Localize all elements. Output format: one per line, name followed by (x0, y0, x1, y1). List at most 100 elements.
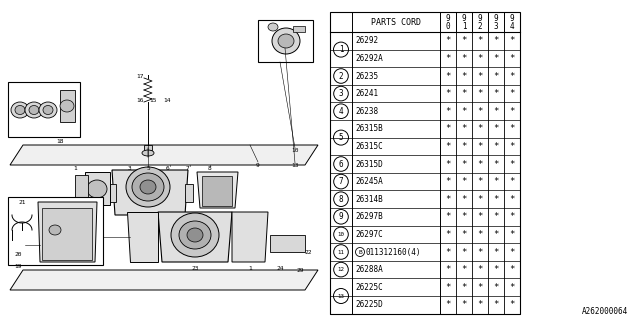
Text: *: * (445, 159, 451, 169)
Ellipse shape (15, 106, 25, 115)
Bar (108, 184, 116, 202)
Text: *: * (461, 71, 467, 81)
Text: 9: 9 (461, 14, 467, 23)
Polygon shape (85, 172, 110, 205)
Text: *: * (509, 71, 515, 81)
Polygon shape (10, 270, 318, 290)
Text: 2: 2 (339, 71, 343, 81)
Text: 26297C: 26297C (355, 230, 383, 239)
Text: *: * (445, 265, 451, 274)
Text: 9: 9 (339, 212, 343, 221)
Text: *: * (477, 54, 483, 63)
Text: *: * (461, 159, 467, 169)
Text: 6: 6 (166, 165, 170, 171)
Ellipse shape (187, 228, 203, 242)
Text: 21: 21 (19, 199, 26, 204)
Bar (185, 184, 193, 202)
Text: *: * (445, 36, 451, 45)
Text: 29: 29 (296, 268, 304, 273)
Text: 26314B: 26314B (355, 195, 383, 204)
Text: 26241: 26241 (355, 89, 378, 98)
Text: *: * (445, 89, 451, 98)
Text: *: * (445, 107, 451, 116)
Text: *: * (445, 283, 451, 292)
Text: *: * (477, 230, 483, 239)
Text: *: * (445, 124, 451, 133)
Text: *: * (477, 36, 483, 45)
Polygon shape (75, 175, 88, 202)
Text: *: * (509, 247, 515, 257)
Text: *: * (461, 54, 467, 63)
Bar (330, 12, 520, 314)
Bar (42, 208, 92, 260)
Text: *: * (509, 177, 515, 186)
Text: *: * (445, 142, 451, 151)
Text: *: * (477, 247, 483, 257)
Ellipse shape (126, 167, 170, 207)
Text: 9: 9 (477, 14, 483, 23)
Text: 3: 3 (128, 165, 132, 171)
Text: *: * (509, 107, 515, 116)
Ellipse shape (140, 180, 156, 194)
Text: *: * (445, 212, 451, 221)
Text: *: * (477, 283, 483, 292)
Text: 9: 9 (509, 14, 515, 23)
Text: 14: 14 (163, 98, 171, 102)
Ellipse shape (29, 106, 39, 115)
Text: 1: 1 (461, 22, 467, 31)
Ellipse shape (39, 102, 57, 118)
Text: 8: 8 (339, 195, 343, 204)
Ellipse shape (272, 28, 300, 54)
Text: 26238: 26238 (355, 107, 378, 116)
Text: 5: 5 (339, 133, 343, 142)
Text: 13: 13 (337, 293, 344, 299)
Text: *: * (477, 300, 483, 309)
Polygon shape (197, 172, 238, 208)
Text: *: * (445, 71, 451, 81)
Text: 4: 4 (509, 22, 515, 31)
Text: *: * (509, 159, 515, 169)
Text: *: * (445, 300, 451, 309)
Text: 0: 0 (445, 22, 451, 31)
Text: *: * (493, 36, 499, 45)
Text: *: * (477, 71, 483, 81)
Text: *: * (477, 107, 483, 116)
Text: 23: 23 (191, 266, 199, 270)
Text: 26315C: 26315C (355, 142, 383, 151)
Text: 19: 19 (14, 265, 22, 269)
Bar (202, 176, 232, 206)
Text: 26297B: 26297B (355, 212, 383, 221)
Text: 7: 7 (185, 165, 189, 171)
Text: *: * (461, 124, 467, 133)
Text: 5: 5 (146, 165, 150, 171)
Text: *: * (477, 89, 483, 98)
Polygon shape (112, 170, 188, 215)
Text: 11: 11 (337, 250, 344, 254)
Text: 26315B: 26315B (355, 124, 383, 133)
Text: *: * (445, 177, 451, 186)
Text: 6: 6 (339, 159, 343, 169)
Text: 9: 9 (493, 14, 499, 23)
Ellipse shape (142, 150, 154, 156)
Text: 26292A: 26292A (355, 54, 383, 63)
Text: B: B (358, 250, 362, 254)
Ellipse shape (11, 102, 29, 118)
Text: *: * (477, 265, 483, 274)
Text: *: * (509, 300, 515, 309)
Text: 1: 1 (73, 165, 77, 171)
Text: 7: 7 (339, 177, 343, 186)
Text: *: * (493, 300, 499, 309)
Polygon shape (158, 212, 232, 262)
Text: *: * (509, 212, 515, 221)
Bar (258, 20, 313, 62)
Bar (144, 145, 152, 150)
Text: *: * (477, 124, 483, 133)
Text: 26288A: 26288A (355, 265, 383, 274)
Text: *: * (509, 54, 515, 63)
Text: 3: 3 (493, 22, 499, 31)
Text: *: * (461, 265, 467, 274)
Text: 2: 2 (477, 22, 483, 31)
Text: PARTS CORD: PARTS CORD (371, 18, 421, 27)
Text: 17: 17 (136, 74, 144, 78)
Text: 12: 12 (337, 267, 344, 272)
